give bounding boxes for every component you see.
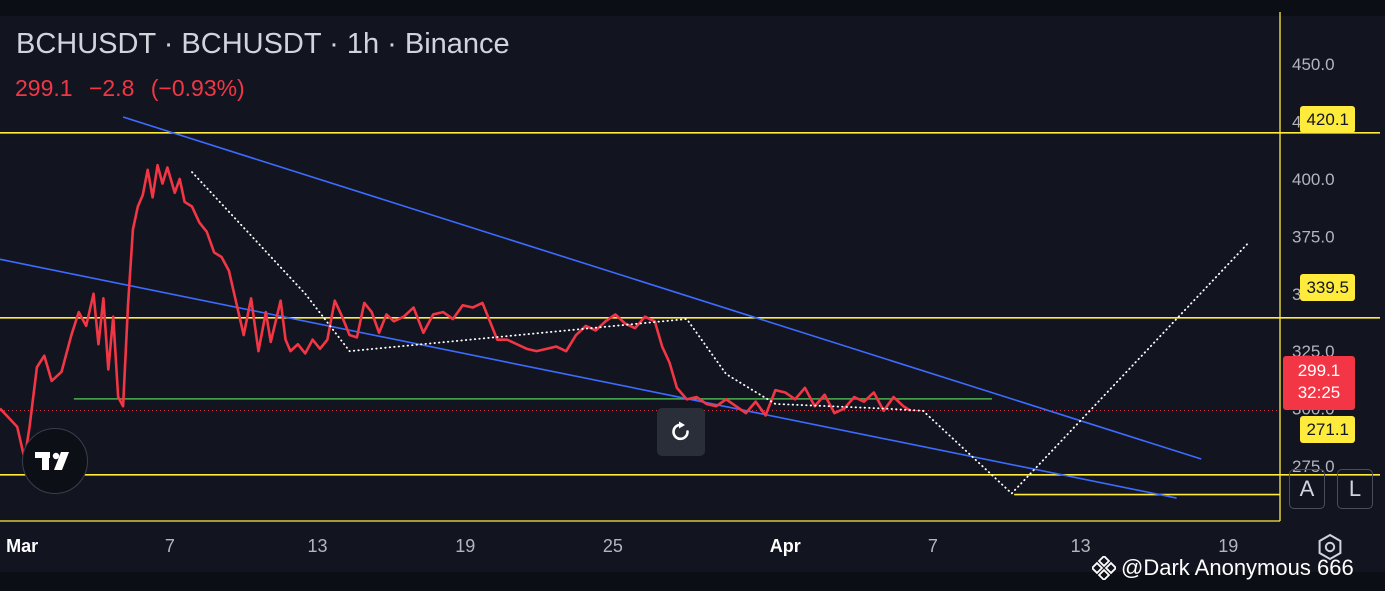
price-series-0 [0,163,912,461]
price-change: −2.8 [88,75,135,101]
time-tick-label: 13 [1071,536,1091,556]
channel-upper [122,116,1202,460]
settings-gear-icon[interactable] [1314,531,1346,563]
current-price-label: 299.1 [1297,361,1341,380]
time-tick-label: 13 [308,536,328,556]
top-strip [0,0,1385,16]
countdown-label: 32:25 [1297,383,1341,402]
channel-lower [0,258,1177,499]
auto-scale-button[interactable]: A [1289,469,1325,509]
chart-title: BCHUSDT · BCHUSDT · 1h · Binance [16,28,510,60]
rotate-icon [672,421,689,441]
last-price: 299.1 [15,75,73,101]
time-tick-label: Apr [770,536,801,556]
level-tag-271[interactable]: 271.1 [1300,416,1355,443]
time-tick-label: 7 [928,536,938,556]
watermark: @Dark Anonymous 666 [1092,555,1354,581]
log-scale-button[interactable]: L [1337,469,1373,509]
time-axis[interactable]: Mar 7 13 19 25 Apr 7 13 19 [6,536,1238,556]
time-tick-label: 7 [165,536,175,556]
price-tick-label: 375.0 [1292,227,1335,246]
price-tick-label: 400.0 [1292,170,1335,189]
level-tag-420[interactable]: 420.1 [1300,106,1355,133]
time-tick-label: Mar [6,536,38,556]
bottom-strip [0,572,1385,591]
path [191,171,1249,495]
current-price-tag[interactable]: 299.1 32:25 [1283,356,1355,410]
plot-area [0,0,1385,522]
tradingview-logo-icon[interactable] [22,428,88,494]
time-tick-label: 19 [1218,536,1238,556]
price-quote: 299.1 −2.8 (−0.93%) [15,75,255,102]
price-tick-label: 450.0 [1292,55,1335,74]
binance-diamond-icon [1092,556,1116,580]
time-tick-label: 19 [455,536,475,556]
time-tick-label: 25 [603,536,623,556]
price-change-pct: (−0.93%) [150,75,245,101]
level-tag-339[interactable]: 339.5 [1300,274,1355,301]
watermark-text: @Dark Anonymous 666 [1121,555,1354,580]
reset-chart-button[interactable] [657,408,705,456]
